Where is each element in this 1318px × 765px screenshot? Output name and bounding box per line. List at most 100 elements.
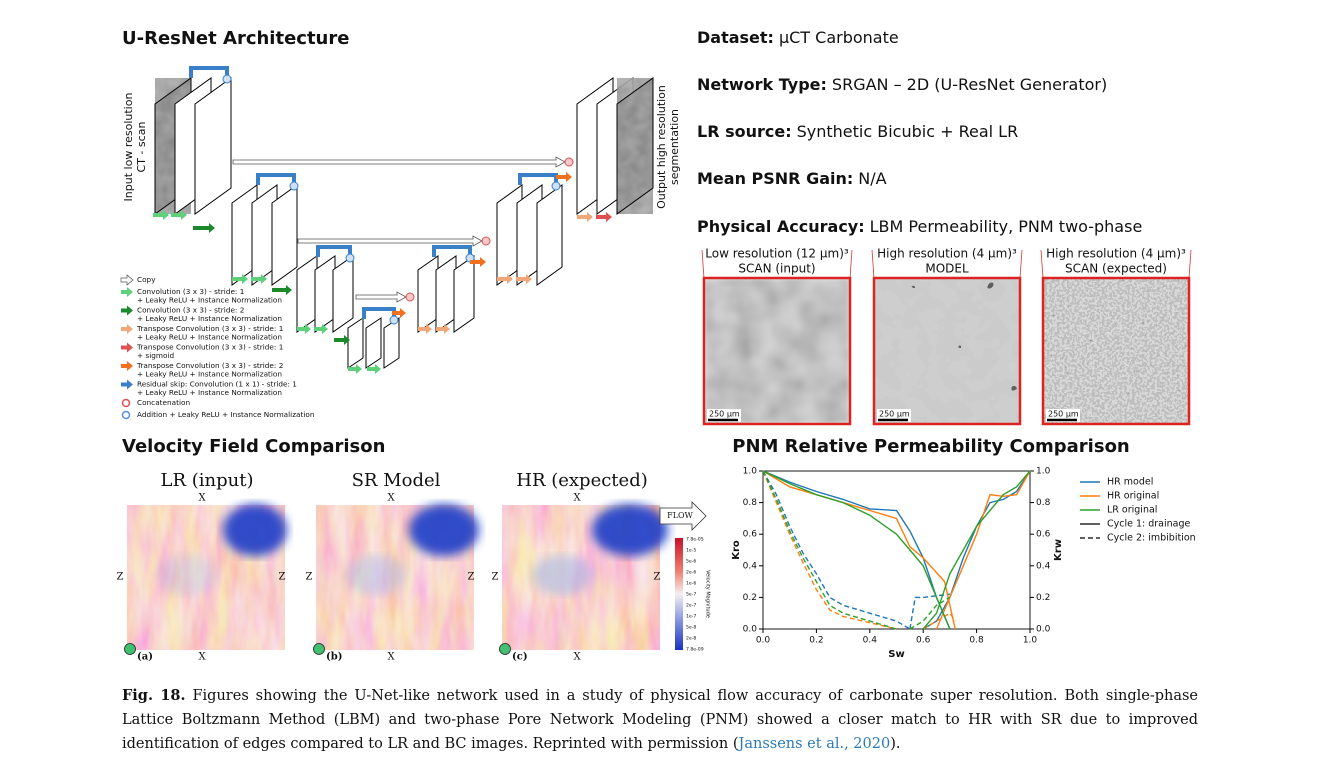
- velocity-fast-region: [223, 504, 287, 556]
- info-label: Dataset:: [697, 28, 774, 47]
- op-arrow: [418, 324, 432, 334]
- axis-x-bottom: X: [573, 652, 581, 663]
- axis-x-bottom: X: [198, 652, 206, 663]
- addition: [551, 181, 561, 191]
- addition: [289, 181, 299, 191]
- caption-citation[interactable]: Janssens et al., 2020: [738, 736, 891, 752]
- legend-label: HR original: [1107, 491, 1159, 502]
- op-arrow: [348, 364, 362, 374]
- flow-arrow: [659, 501, 707, 531]
- rotated-label: segmentation: [668, 109, 681, 185]
- flow-label: FLOW: [667, 511, 693, 520]
- velocity-panel-title: LR (input): [161, 470, 254, 491]
- legend-arrow: [121, 379, 133, 390]
- y-tick-label: 0.0: [743, 625, 758, 635]
- velocity-panels: LR (input) X X Z Z (a) SR Model X X Z Z (b) HR (expe…: [117, 470, 711, 663]
- y-tick-label: 0.2: [743, 593, 757, 603]
- x-tick-label: 0.4: [863, 636, 878, 646]
- op-arrow: [577, 212, 593, 222]
- layer: [332, 255, 354, 333]
- residual-skip: [362, 307, 396, 319]
- scan-title: High resolution (4 μm)³: [1046, 247, 1186, 261]
- copy-arrow: [355, 291, 407, 303]
- layer-texture: [617, 78, 653, 214]
- rotated-label: Input low resolution: [122, 93, 135, 202]
- op-arrow: [232, 274, 248, 284]
- op-arrow: [193, 223, 215, 233]
- legend-text: Convolution (3 x 3) - stride: 2: [137, 306, 244, 315]
- op-arrow: [392, 308, 406, 318]
- velocity-low-region: [157, 555, 217, 595]
- velocity-title: Velocity Field Comparison: [122, 436, 385, 457]
- colorbar-label: 1e-6: [686, 581, 696, 587]
- zoom-line: [871, 249, 875, 279]
- x-tick-label: 0.0: [756, 636, 771, 646]
- x-tick-label: 0.8: [969, 636, 984, 646]
- op-arrow: [171, 210, 187, 220]
- axis-x-top: X: [198, 493, 206, 504]
- op-arrow: [470, 257, 486, 267]
- info-line: LR source: Synthetic Bicubic + Real LR: [697, 122, 1018, 141]
- velocity-low-region: [532, 555, 592, 595]
- axis-z-right: Z: [279, 572, 286, 583]
- op-arrow: [153, 210, 169, 220]
- zoom-line: [849, 249, 853, 279]
- legend-text: Copy: [137, 275, 156, 284]
- legend-text: Transpose Convolution (3 x 3) - stride: …: [136, 343, 283, 352]
- info-label: LR source:: [697, 122, 792, 141]
- series-line: [909, 596, 951, 630]
- layer: [271, 184, 298, 286]
- layer: [194, 77, 232, 215]
- axis-z-right: Z: [654, 572, 661, 583]
- op-arrow: [367, 364, 381, 374]
- colorbar-title: Velocity Magnitude: [705, 570, 711, 618]
- op-arrow: [516, 274, 532, 284]
- colorbar-label: 5e-7: [686, 592, 696, 598]
- scan-title: MODEL: [925, 262, 969, 276]
- zoom-line: [1188, 249, 1192, 279]
- panel-marker: [313, 643, 325, 655]
- colorbar-label: 2e-8: [686, 636, 696, 642]
- velocity-low-region: [346, 555, 406, 595]
- scan-title: SCAN (expected): [1065, 262, 1167, 276]
- scale-label: 250 μm: [709, 410, 740, 419]
- series-line: [922, 612, 956, 630]
- colorbar-label: 5e-6: [686, 559, 696, 565]
- x-tick-label: 1.0: [1023, 636, 1038, 646]
- op-arrow: [272, 285, 292, 295]
- legend-text: Residual skip: Convolution (1 x 1) - str…: [137, 380, 297, 389]
- series-line: [762, 470, 911, 630]
- y-axis-label: Kro: [731, 540, 742, 560]
- legend-text: Addition + Leaky ReLU + Instance Normali…: [137, 410, 314, 419]
- residual-skip: [189, 66, 229, 78]
- scan-title: High resolution (4 μm)³: [877, 247, 1017, 261]
- series-line: [762, 470, 951, 630]
- colorbar-label: 1e-7: [686, 614, 696, 620]
- x-axis-label: Sw: [888, 649, 904, 660]
- copy-arrow: [297, 235, 483, 247]
- caption-text-end: ).: [890, 736, 901, 752]
- legend-arrow: [121, 342, 133, 353]
- scan-title: Low resolution (12 μm)³: [705, 247, 849, 261]
- axis-x-top: X: [387, 493, 395, 504]
- y-tick-label: 0.8: [743, 498, 758, 508]
- layer: [383, 317, 400, 369]
- series-line: [935, 470, 1031, 630]
- architecture-title: U-ResNet Architecture: [122, 28, 349, 49]
- axis-z-left: Z: [492, 572, 499, 583]
- legend-text: Transpose Convolution (3 x 3) - stride: …: [136, 324, 283, 333]
- zoom-line: [701, 249, 705, 279]
- legend-label: Cycle 2: imbibition: [1107, 533, 1196, 544]
- velocity-fast-region: [409, 504, 479, 556]
- scan-pores: [1045, 280, 1187, 422]
- panel-tag: (a): [137, 652, 153, 663]
- legend-text: + Leaky ReLU + Instance Normalization: [137, 314, 282, 323]
- layer: [435, 255, 457, 333]
- legend-circle: [121, 410, 131, 420]
- legend-text: Transpose Convolution (3 x 3) - stride: …: [136, 361, 283, 370]
- architecture-diagram: Input low resolution CT - scan Output high…: [122, 66, 681, 374]
